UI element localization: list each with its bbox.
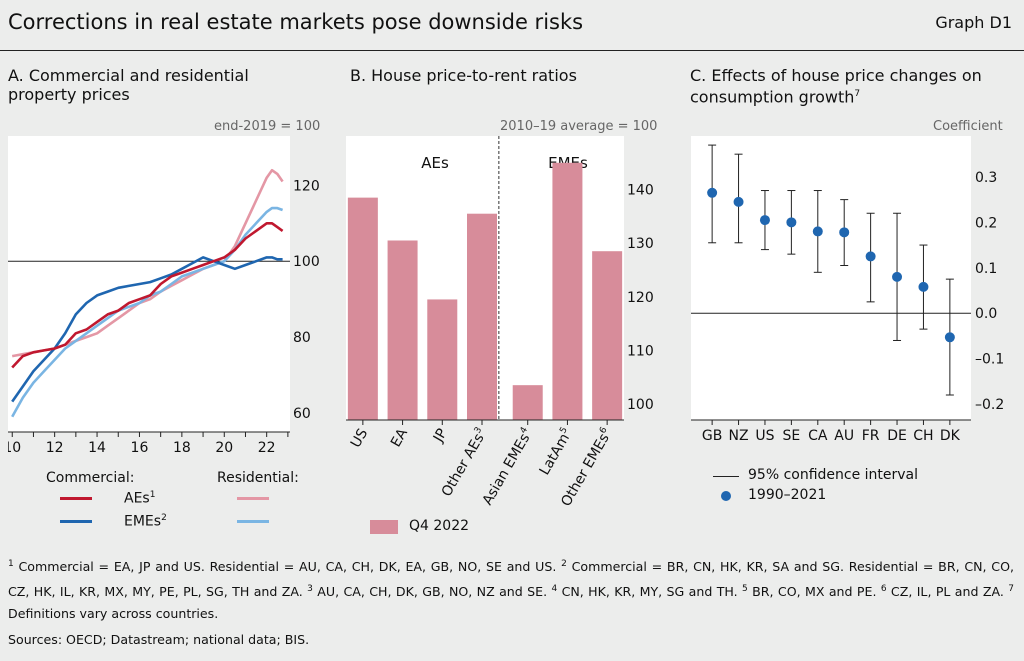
coefficient-point bbox=[786, 217, 797, 228]
x-tick-label: GB bbox=[702, 428, 722, 444]
panel-a-unit: end-2019 = 100 bbox=[214, 119, 321, 134]
panel-a-chart: 60 80 100 120 10 12 14 16 18 20 22 bbox=[8, 136, 320, 456]
legend-residential-label: Residential: bbox=[217, 470, 299, 486]
y-tick-label: 120 bbox=[293, 178, 320, 194]
y-tick-label: 130 bbox=[627, 236, 654, 252]
coefficient-point bbox=[865, 251, 876, 262]
legend-swatch-residential-aes bbox=[237, 497, 269, 500]
category-label: US bbox=[348, 426, 371, 451]
y-tick-label: 110 bbox=[627, 343, 654, 359]
y-tick-label: –0.1 bbox=[975, 352, 1004, 368]
category-label: LatAm bbox=[537, 431, 573, 478]
legend-point-marker bbox=[721, 491, 731, 501]
bar bbox=[427, 299, 458, 420]
x-tick-label: DE bbox=[887, 428, 907, 444]
x-tick-label: NZ bbox=[729, 428, 749, 444]
y-tick-label: 140 bbox=[627, 183, 654, 199]
category-label: JP bbox=[430, 426, 451, 446]
bar bbox=[467, 213, 497, 420]
y-tick-label: 100 bbox=[293, 254, 320, 270]
plot-area-a bbox=[8, 136, 290, 432]
coefficient-point bbox=[892, 271, 903, 282]
panel-c-title: C. Effects of house price changes on con… bbox=[690, 66, 982, 107]
category-label: EA bbox=[388, 426, 411, 450]
panel-a-title: A. Commercial and residential property p… bbox=[8, 66, 249, 104]
panel-b-unit: 2010–19 average = 100 bbox=[500, 119, 658, 134]
x-tick-label: 22 bbox=[258, 440, 276, 456]
x-tick-label: 16 bbox=[131, 440, 149, 456]
x-tick-label: CA bbox=[808, 428, 828, 444]
x-tick-label: 10 bbox=[8, 440, 21, 456]
x-tick-label: CH bbox=[913, 428, 933, 444]
y-tick-label: 0.3 bbox=[975, 170, 997, 186]
x-tick-label: FR bbox=[862, 428, 880, 444]
x-tick-label: Asian EMEs4 bbox=[479, 425, 537, 508]
page-title: Corrections in real estate markets pose … bbox=[8, 10, 584, 34]
bar bbox=[347, 197, 378, 420]
x-tick-label: 14 bbox=[88, 440, 106, 456]
coefficient-point bbox=[944, 332, 955, 343]
series-line-commercial-emes bbox=[11, 256, 283, 403]
title-divider bbox=[0, 50, 1024, 51]
legend-commercial-label: Commercial: bbox=[46, 470, 135, 486]
x-tick-label: 20 bbox=[215, 440, 233, 456]
category-footnote-mark: 3 bbox=[473, 426, 485, 436]
x-tick-label: US bbox=[755, 428, 774, 444]
y-tick-label: 0.1 bbox=[975, 261, 997, 277]
category-footnote-mark: 4 bbox=[519, 425, 531, 435]
plot-area-c bbox=[691, 136, 971, 420]
legend-ci-line bbox=[713, 476, 739, 477]
y-tick-label: 100 bbox=[627, 397, 654, 413]
group-label-aes: AEs bbox=[421, 154, 449, 172]
bar bbox=[552, 162, 583, 420]
legend-emes-label: EMEs2 bbox=[124, 513, 167, 530]
legend-swatch-commercial-aes bbox=[60, 497, 92, 500]
y-tick-label: 0.2 bbox=[975, 215, 997, 231]
x-tick-label: 12 bbox=[46, 440, 64, 456]
legend-swatch-residential-emes bbox=[237, 520, 269, 523]
legend-swatch-commercial-emes bbox=[60, 520, 92, 523]
legend-point-label: 1990–2021 bbox=[748, 487, 827, 503]
x-tick-label: DK bbox=[940, 428, 961, 444]
coefficient-point bbox=[812, 226, 823, 237]
y-tick-label: –0.2 bbox=[975, 397, 1004, 413]
x-tick-label: EA bbox=[388, 426, 411, 450]
graph-number: Graph D1 bbox=[935, 13, 1012, 32]
sources: Sources: OECD; Datastream; national data… bbox=[8, 632, 310, 647]
y-tick-label: 0.0 bbox=[975, 306, 997, 322]
x-tick-label: SE bbox=[783, 428, 801, 444]
coefficient-point bbox=[918, 281, 929, 292]
coefficient-point bbox=[839, 227, 850, 238]
category-footnote-mark: 6 bbox=[598, 425, 610, 435]
category-footnote-mark: 5 bbox=[558, 426, 570, 436]
bar bbox=[387, 240, 418, 420]
legend-swatch-q4-2022 bbox=[370, 520, 398, 534]
series-line-residential-emes bbox=[11, 206, 284, 418]
x-tick-label: US bbox=[348, 426, 371, 451]
coefficient-point bbox=[707, 187, 718, 198]
coefficient-point bbox=[759, 215, 770, 226]
category-label: Asian EMEs bbox=[480, 431, 534, 508]
legend-aes-label: AEs1 bbox=[124, 490, 156, 507]
coefficient-point bbox=[733, 196, 744, 207]
y-tick-label: 80 bbox=[293, 330, 311, 346]
x-tick-label: AU bbox=[834, 428, 854, 444]
x-tick-label: 18 bbox=[173, 440, 191, 456]
legend-q4-2022-label: Q4 2022 bbox=[409, 518, 470, 534]
x-tick-label: JP bbox=[430, 426, 451, 446]
y-tick-label: 120 bbox=[627, 290, 654, 306]
bar bbox=[592, 251, 623, 420]
legend-ci-label: 95% confidence interval bbox=[748, 467, 919, 483]
footnotes: 1 Commercial = EA, JP and US. Residentia… bbox=[8, 559, 1014, 622]
series-line-commercial-aes bbox=[11, 222, 284, 369]
panel-c-chart: GB NZ US SE CA AU FR DE CH DK 0.3 0.2 0.1 0.0 –0.1 –0.2 bbox=[691, 136, 1004, 444]
bar bbox=[512, 385, 543, 420]
panel-b-title: B. House price-to-rent ratios bbox=[350, 66, 577, 85]
y-tick-label: 60 bbox=[293, 406, 311, 422]
panel-c-unit: Coefficient bbox=[933, 119, 1003, 134]
x-tick-label: LatAm5 bbox=[536, 426, 576, 479]
